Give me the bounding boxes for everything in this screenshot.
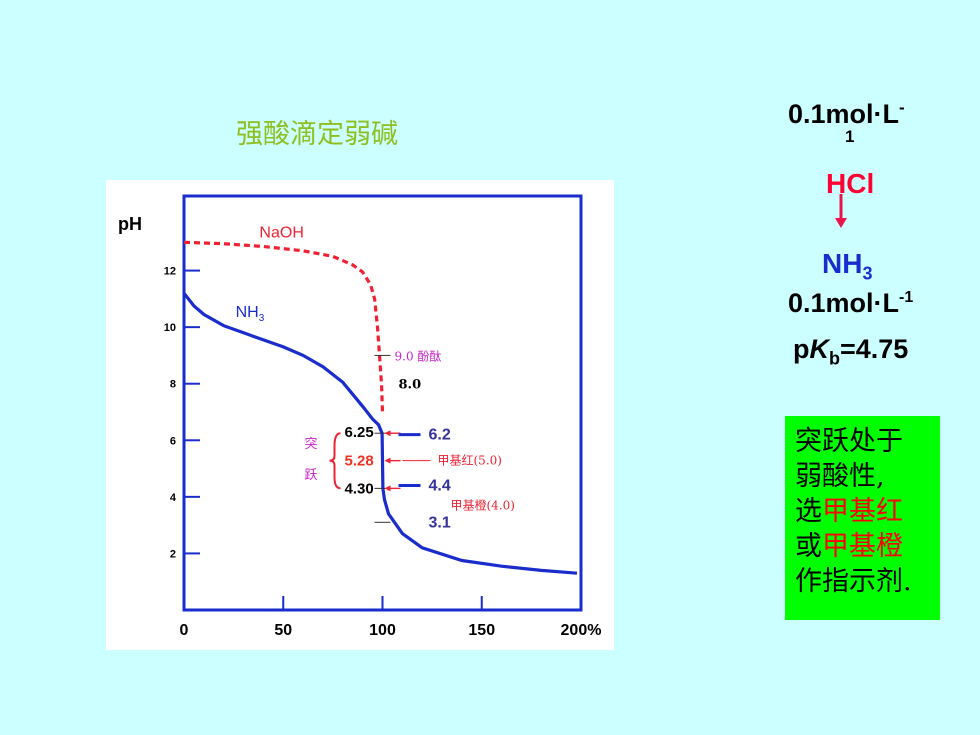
analyte-sub: 3 (862, 263, 873, 284)
analyte-concentration-sup: -1 (899, 289, 914, 306)
series-label-nh3: NH3 (236, 304, 265, 324)
x-tick-label: 50 (274, 622, 292, 639)
plot-frame (182, 194, 583, 612)
annot-ph-8: 8.0 (399, 378, 422, 393)
annot-methyl-orange: 甲基橙(4.0) (451, 497, 515, 512)
y-tick-label: 4 (170, 492, 177, 504)
titrant-concentration-sup: - (899, 98, 905, 117)
note-line-3: 选甲基红 (795, 494, 940, 529)
annot-jump-mid: 5.28 (345, 453, 374, 470)
note-line-4a: 或 (795, 531, 822, 562)
note-methyl-red: 甲基红 (822, 496, 903, 527)
jump-arrow-head (384, 457, 391, 464)
x-tick-label: 150 (468, 622, 495, 639)
note-line-1: 突跃处于 (795, 426, 903, 457)
note-methyl-orange: 甲基橙 (822, 531, 903, 562)
pkb-sub: b (829, 348, 840, 369)
annot-indicator-31: 3.1 (429, 514, 451, 531)
annot-methyl-red: 甲基红(5.0) (438, 453, 502, 468)
pkb-p: p (793, 334, 810, 364)
note-line-2: 弱酸性, (795, 461, 885, 492)
titrant-concentration: 0.1mol·L- (788, 98, 905, 130)
analyte-name: NH3 (822, 248, 872, 285)
titrant-concentration-exponent: 1 (845, 127, 855, 146)
pkb-number: =4.75 (840, 334, 909, 364)
note-line-5: 作指示剂. (795, 566, 912, 597)
pkb-value: pKb=4.75 (793, 334, 908, 369)
annot-jump-label-2: 跃 (305, 468, 318, 483)
annot-jump-label-1: 突 (305, 436, 318, 452)
y-tick-label: 12 (164, 266, 176, 278)
indicator-note: 突跃处于 弱酸性, 选甲基红 或甲基橙 作指示剂. (785, 416, 940, 620)
jump-arrow-head (384, 485, 391, 492)
x-tick-label: 200% (561, 622, 602, 639)
x-tick-label: 0 (180, 622, 189, 639)
series-label-naoh: NaOH (259, 224, 303, 241)
annot-indicator-1: 4.4 (429, 478, 451, 495)
annot-phenolphthalein: 9.0 酚酞 (395, 348, 442, 363)
analyte-base: NH (822, 248, 863, 279)
titrant-concentration-base: 0.1mol·L (788, 99, 900, 129)
pkb-k: K (809, 334, 830, 364)
note-line-3a: 选 (795, 496, 822, 527)
titration-chart: 2 4 6 8 10 12 0 50 100 150 200% pH NaOH NH3 9.0 酚酞 8.0 6… (106, 180, 614, 650)
y-tick-label: 10 (164, 322, 176, 334)
jump-brace (329, 432, 341, 490)
series-line-naoh (183, 240, 385, 413)
series-line-nh (182, 292, 578, 575)
annot-jump-end: 4.30 (345, 480, 374, 497)
slide-title: 强酸滴定弱碱 (236, 119, 398, 150)
analyte-concentration: 0.1mol·L-1 (788, 288, 913, 319)
y-tick-label: 2 (170, 548, 176, 560)
titration-chart-svg: 2 4 6 8 10 12 0 50 100 150 200% pH NaOH NH3 9.0 酚酞 8.0 6… (118, 194, 602, 639)
jump-arrow-head (384, 430, 391, 437)
annot-jump-start: 6.25 (345, 424, 374, 441)
titrant-name: HCl (826, 168, 875, 199)
note-line-4: 或甲基橙 (795, 529, 940, 564)
y-axis-label: pH (118, 214, 142, 234)
annot-indicator-0: 6.2 (429, 427, 451, 444)
analyte-concentration-base: 0.1mol·L (788, 288, 900, 318)
down-arrow-icon (835, 194, 847, 228)
y-tick-label: 6 (170, 435, 176, 447)
x-tick-label: 100 (369, 622, 396, 639)
y-tick-label: 8 (170, 379, 176, 391)
